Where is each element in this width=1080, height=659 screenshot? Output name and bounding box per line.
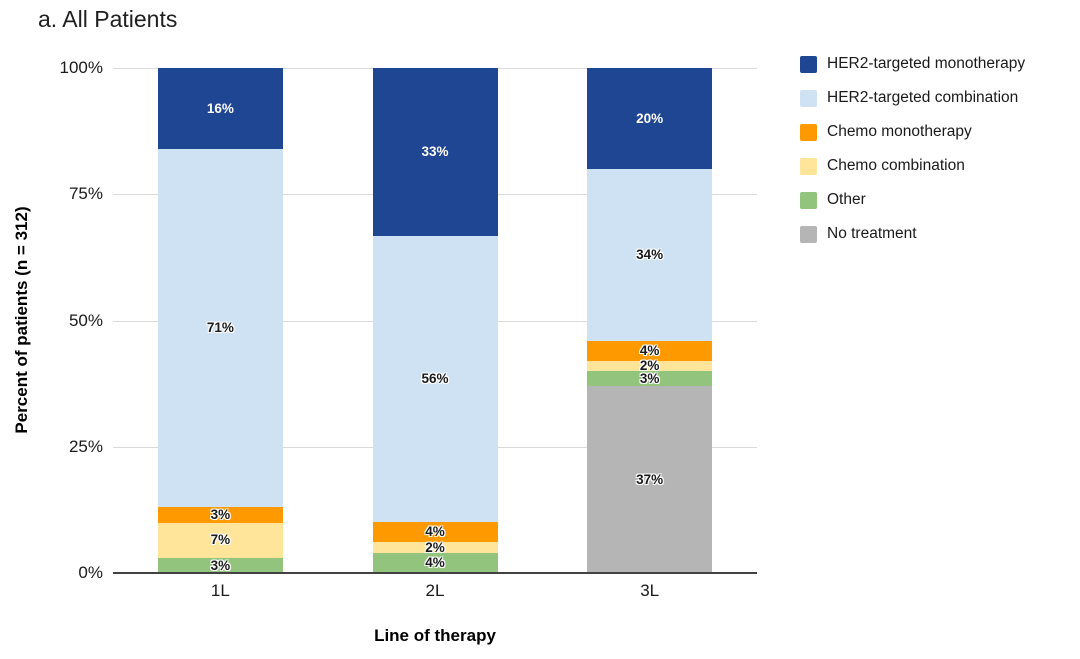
- data-label: 4%: [425, 555, 445, 571]
- data-label: 7%: [210, 532, 231, 548]
- bar-segment-1l-her2-targeted-monotherapy: 16%: [157, 68, 283, 149]
- plot-area: 3% 7% 3% 71% 16% 4% 2% 4% 56% 33% 37% 3% 2% 4% 34% 20%: [113, 68, 757, 574]
- bar-segment-2l-other: 4%: [372, 552, 498, 573]
- x-tick-3l: 3L: [640, 581, 660, 600]
- legend-label: Chemo monotherapy: [827, 123, 972, 140]
- legend-label: Chemo combination: [827, 157, 965, 174]
- bar-segment-3l-no-treatment: 37%: [587, 386, 713, 573]
- bar-segment-2l-her2-targeted-combination: 56%: [372, 236, 498, 523]
- legend-swatch-her2-targeted-monotherapy: [800, 55, 817, 73]
- legend-item-her2-targeted-monotherapy: HER2-targeted monotherapy: [800, 55, 1025, 73]
- bar-1l: 3% 7% 3% 71% 16%: [157, 68, 283, 573]
- legend-swatch-no-treatment: [800, 225, 817, 243]
- y-tick-100: 100%: [59, 58, 103, 77]
- legend-label: Other: [827, 191, 866, 208]
- bar-segment-3l-other: 3%: [587, 370, 713, 387]
- data-label: 3%: [210, 557, 231, 573]
- data-label: 16%: [206, 100, 234, 116]
- x-tick-1l: 1L: [210, 581, 230, 600]
- data-label: 71%: [206, 320, 234, 336]
- bar-3l: 37% 3% 2% 4% 34% 20%: [587, 68, 713, 573]
- band-1l: 3% 7% 3% 71% 16%: [113, 68, 328, 573]
- data-label: 3%: [639, 370, 660, 386]
- data-label: 4%: [639, 343, 660, 359]
- legend-swatch-other: [800, 191, 817, 209]
- legend-label: No treatment: [827, 225, 917, 242]
- legend-label: HER2-targeted monotherapy: [827, 55, 1026, 72]
- bar-segment-3l-chemo-combination: 2%: [587, 358, 713, 374]
- y-axis-ticks: 0% 25% 50% 75% 100%: [0, 58, 103, 582]
- bar-segment-1l-her2-targeted-combination: 71%: [157, 148, 283, 508]
- x-tick-2l: 2L: [425, 581, 445, 600]
- legend: HER2-targeted monotherapy HER2-targeted c…: [800, 55, 1025, 259]
- y-tick-50: 50%: [68, 310, 103, 330]
- bar-segment-2l-chemo-monotherapy: 4%: [372, 522, 498, 543]
- x-axis-line: [113, 572, 757, 574]
- bar-segment-3l-her2-targeted-monotherapy: 20%: [587, 68, 713, 170]
- bar-segment-3l-chemo-monotherapy: 4%: [587, 340, 713, 361]
- data-label: 3%: [210, 507, 231, 523]
- bar-segment-1l-chemo-monotherapy: 3%: [157, 507, 283, 523]
- legend-swatch-chemo-monotherapy: [800, 123, 817, 141]
- legend-swatch-her2-targeted-combination: [800, 89, 817, 107]
- data-label: 2%: [425, 539, 445, 555]
- legend-label: HER2-targeted combination: [827, 89, 1019, 106]
- data-label: 4%: [425, 524, 445, 540]
- y-tick-0: 0%: [78, 563, 103, 582]
- chart-title: a. All Patients: [38, 6, 178, 32]
- x-axis-ticks: 1L 2L 3L: [113, 581, 757, 601]
- data-label: 20%: [636, 110, 664, 126]
- bar-segment-1l-chemo-combination: 7%: [157, 522, 283, 558]
- legend-item-her2-targeted-combination: HER2-targeted combination: [800, 89, 1025, 107]
- bar-segment-1l-other: 3%: [157, 557, 283, 573]
- legend-item-chemo-combination: Chemo combination: [800, 157, 1025, 175]
- data-label: 33%: [421, 144, 449, 160]
- data-label: 34%: [636, 247, 664, 263]
- data-label: 56%: [421, 371, 449, 387]
- band-3l: 37% 3% 2% 4% 34% 20%: [542, 68, 757, 573]
- bar-segment-3l-her2-targeted-combination: 34%: [587, 169, 713, 341]
- x-axis-title: Line of therapy: [374, 626, 496, 645]
- legend-swatch-chemo-combination: [800, 157, 817, 175]
- bars-container: 3% 7% 3% 71% 16% 4% 2% 4% 56% 33% 37% 3% 2% 4% 34% 20%: [113, 68, 757, 573]
- data-label: 2%: [639, 358, 660, 374]
- bar-segment-2l-chemo-combination: 2%: [372, 539, 498, 555]
- bar-segment-2l-her2-targeted-monotherapy: 33%: [372, 68, 498, 237]
- y-tick-75: 75%: [68, 184, 103, 204]
- y-tick-25: 25%: [68, 436, 103, 456]
- bar-2l: 4% 2% 4% 56% 33%: [372, 68, 498, 573]
- legend-item-no-treatment: No treatment: [800, 225, 1025, 243]
- legend-item-chemo-monotherapy: Chemo monotherapy: [800, 123, 1025, 141]
- band-2l: 4% 2% 4% 56% 33%: [328, 68, 543, 573]
- data-label: 37%: [636, 471, 664, 487]
- legend-item-other: Other: [800, 191, 1025, 209]
